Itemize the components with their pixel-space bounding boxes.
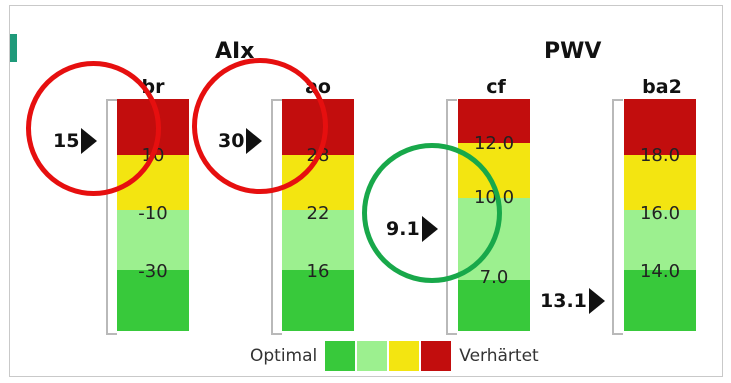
zone-optimal	[117, 270, 189, 331]
legend-swatch-normal	[357, 341, 388, 371]
tick-label: -30	[138, 261, 168, 282]
tick-label: 16	[306, 261, 330, 282]
column-label-ba2: ba2	[642, 76, 682, 98]
tick-label: 14.0	[639, 261, 681, 282]
legend-swatch-hardened	[421, 341, 452, 371]
zone-normal	[624, 210, 696, 270]
pwv-title: PWV	[544, 39, 602, 64]
legend-hardened-label: Verhärtet	[459, 346, 539, 366]
zone-normal	[117, 210, 189, 270]
marker-arrow-icon	[588, 288, 605, 314]
legend-swatch-optimal	[325, 341, 356, 371]
zone-optimal	[458, 280, 530, 331]
tick-label: 7.0	[479, 267, 509, 288]
value-marker-ba2: 13.1	[540, 288, 605, 314]
gauge-ba2: 18.0 16.0 14.0	[624, 99, 696, 331]
scale-bracket-ba2	[612, 99, 623, 335]
tick-label: 12.0	[473, 133, 515, 154]
zone-hardened	[624, 99, 696, 155]
tick-label: 18.0	[639, 145, 681, 166]
legend-swatch-elevated	[389, 341, 420, 371]
zone-normal	[282, 210, 354, 270]
highlight-circle-ao	[192, 58, 328, 194]
panel-accent	[10, 34, 17, 62]
legend-optimal-label: Optimal	[250, 346, 318, 366]
tick-label: 22	[306, 203, 330, 224]
tick-label: 16.0	[639, 203, 681, 224]
zone-optimal	[624, 270, 696, 331]
tick-label: -10	[138, 203, 168, 224]
zone-optimal	[282, 270, 354, 331]
arterial-stiffness-panel: AIx PWV br ao cf ba2 10 -10 -30 28 22 16…	[9, 5, 723, 377]
column-label-cf: cf	[486, 76, 506, 98]
legend: Optimal Verhärtet	[250, 341, 539, 371]
highlight-circle-cf	[362, 143, 502, 283]
zone-hardened	[458, 99, 530, 143]
highlight-circle-br	[26, 61, 161, 196]
value-marker-label: 13.1	[540, 290, 587, 312]
zone-elevated	[624, 155, 696, 210]
